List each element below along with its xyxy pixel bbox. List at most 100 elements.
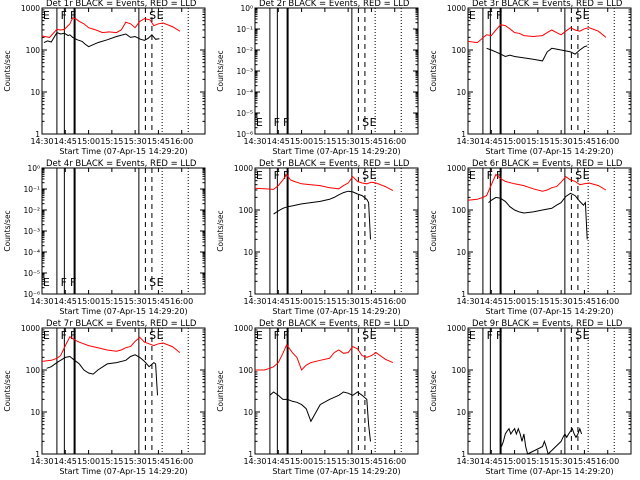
- x-tick-label: 15:00: [77, 297, 100, 306]
- x-axis-label: Start Time (07-Apr-15 14:29:20): [272, 307, 400, 316]
- plot-frame: [467, 327, 632, 455]
- x-tick-label: 15:45: [573, 297, 596, 306]
- x-tick-label: 15:45: [360, 297, 383, 306]
- y-tick-label: 10⁻¹: [23, 185, 40, 194]
- marker-label: E: [43, 329, 50, 342]
- x-tick-label: 15:15: [313, 297, 336, 306]
- y-axis-label: Counts/sec: [3, 370, 12, 411]
- x-axis-label: Start Time (07-Apr-15 14:29:20): [59, 307, 187, 316]
- x-axis-label: Start Time (07-Apr-15 14:29:20): [59, 147, 187, 156]
- x-tick-label: 14:45: [54, 457, 77, 466]
- x-tick-label: 15:15: [313, 457, 336, 466]
- detector-panel-1: Det 1r BLACK = Events, RED = LLD 14:30 14:…: [3, 0, 206, 156]
- x-axis-label: Start Time (07-Apr-15 14:29:20): [485, 307, 613, 316]
- y-tick-label: 10⁻¹: [236, 25, 253, 34]
- x-tick-label: 14:45: [480, 457, 503, 466]
- y-tick-label: 1: [461, 290, 466, 299]
- x-tick-label: 16:00: [170, 457, 193, 466]
- y-tick-label: 1: [248, 290, 253, 299]
- y-tick-label: 10⁻⁴: [236, 88, 253, 97]
- chart-title: Det 6r BLACK = Events, RED = LLD: [472, 159, 623, 169]
- chart-title: Det 7r BLACK = Events, RED = LLD: [46, 319, 197, 329]
- marker-label: E: [469, 169, 476, 182]
- x-tick-label: 15:30: [124, 297, 147, 306]
- marker-label: E: [583, 329, 590, 342]
- y-axis-label: Counts/sec: [429, 50, 438, 91]
- y-tick-label: 10: [30, 408, 40, 417]
- marker-label: F: [487, 329, 493, 342]
- x-tick-label: 15:45: [360, 457, 383, 466]
- x-tick-label: 16:00: [170, 297, 193, 306]
- detector-panel-7: Det 7r BLACK = Events, RED = LLD 14:30 14:…: [3, 319, 206, 476]
- y-tick-label: 10⁰: [27, 164, 40, 173]
- marker-label: F: [496, 169, 502, 182]
- x-tick-label: 16:00: [596, 137, 619, 146]
- marker-label: E: [157, 276, 164, 289]
- series-events-line: [273, 190, 371, 240]
- x-tick-label: 15:30: [550, 297, 573, 306]
- marker-label: F: [274, 116, 280, 129]
- marker-label: S: [149, 329, 156, 342]
- y-tick-label: 1000: [21, 324, 40, 333]
- y-tick-label: 10: [456, 88, 466, 97]
- series-lld-line: [255, 343, 394, 371]
- detector-panel-2: Det 2r BLACK = Events, RED = LLD 14:30 14:…: [216, 0, 419, 156]
- detector-panel-6: Det 6r BLACK = Events, RED = LLD 14:30 14:…: [429, 159, 632, 316]
- y-axis-label: Counts/sec: [3, 50, 12, 91]
- y-tick-label: 1000: [447, 4, 466, 13]
- y-tick-label: 1000: [447, 324, 466, 333]
- x-axis-label: Start Time (07-Apr-15 14:29:20): [485, 147, 613, 156]
- series-events-line: [486, 45, 588, 62]
- marker-label: E: [43, 9, 50, 22]
- chart-title: Det 9r BLACK = Events, RED = LLD: [472, 319, 623, 329]
- y-tick-label: 100: [452, 366, 467, 375]
- y-axis-label: Counts/sec: [216, 50, 225, 91]
- plot-frame: [467, 7, 632, 135]
- marker-label: E: [583, 9, 590, 22]
- marker-label: E: [469, 9, 476, 22]
- chart-title: Det 3r BLACK = Events, RED = LLD: [472, 0, 623, 9]
- x-tick-label: 15:00: [290, 457, 313, 466]
- x-tick-label: 15:00: [503, 457, 526, 466]
- marker-label: E: [370, 329, 377, 342]
- detector-panel-5: Det 5r BLACK = Events, RED = LLD 14:30 14:…: [216, 159, 419, 316]
- y-tick-label: 10⁻⁵: [23, 269, 40, 278]
- x-tick-label: 15:00: [290, 137, 313, 146]
- plot-frame: [254, 167, 419, 295]
- marker-label: S: [149, 9, 156, 22]
- marker-label: F: [70, 9, 76, 22]
- marker-label: E: [157, 329, 164, 342]
- y-tick-label: 1000: [21, 4, 40, 13]
- y-tick-label: 1000: [234, 324, 253, 333]
- x-tick-label: 16:00: [383, 297, 406, 306]
- x-tick-label: 15:45: [147, 457, 170, 466]
- series-events-line: [269, 391, 371, 442]
- y-axis-label: Counts/sec: [429, 210, 438, 251]
- x-tick-label: 15:00: [77, 137, 100, 146]
- y-tick-label: 1: [461, 130, 466, 139]
- marker-label: S: [575, 329, 582, 342]
- series-events-line: [43, 31, 160, 48]
- x-tick-label: 15:15: [526, 297, 549, 306]
- x-tick-label: 15:00: [503, 297, 526, 306]
- marker-label: E: [43, 276, 50, 289]
- marker-label: E: [469, 329, 476, 342]
- x-tick-label: 15:30: [124, 137, 147, 146]
- y-tick-label: 10⁻⁶: [23, 290, 40, 299]
- y-tick-label: 10⁻²: [236, 46, 253, 55]
- x-tick-label: 15:00: [503, 137, 526, 146]
- y-tick-label: 10: [456, 248, 466, 257]
- x-tick-label: 15:45: [360, 137, 383, 146]
- y-axis-label: Counts/sec: [429, 370, 438, 411]
- marker-label: S: [362, 329, 369, 342]
- marker-label: F: [496, 329, 502, 342]
- detector-panel-9: Det 9r BLACK = Events, RED = LLD 14:30 14:…: [429, 319, 632, 476]
- detector-panel-4: Det 4r BLACK = Events, RED = LLD 14:30 14:…: [3, 159, 206, 316]
- y-tick-label: 10: [243, 408, 253, 417]
- x-tick-label: 14:30: [30, 137, 53, 146]
- x-axis-label: Start Time (07-Apr-15 14:29:20): [485, 467, 613, 476]
- marker-label: E: [256, 116, 263, 129]
- y-tick-label: 10⁻³: [236, 67, 253, 76]
- series-lld-line: [41, 335, 181, 362]
